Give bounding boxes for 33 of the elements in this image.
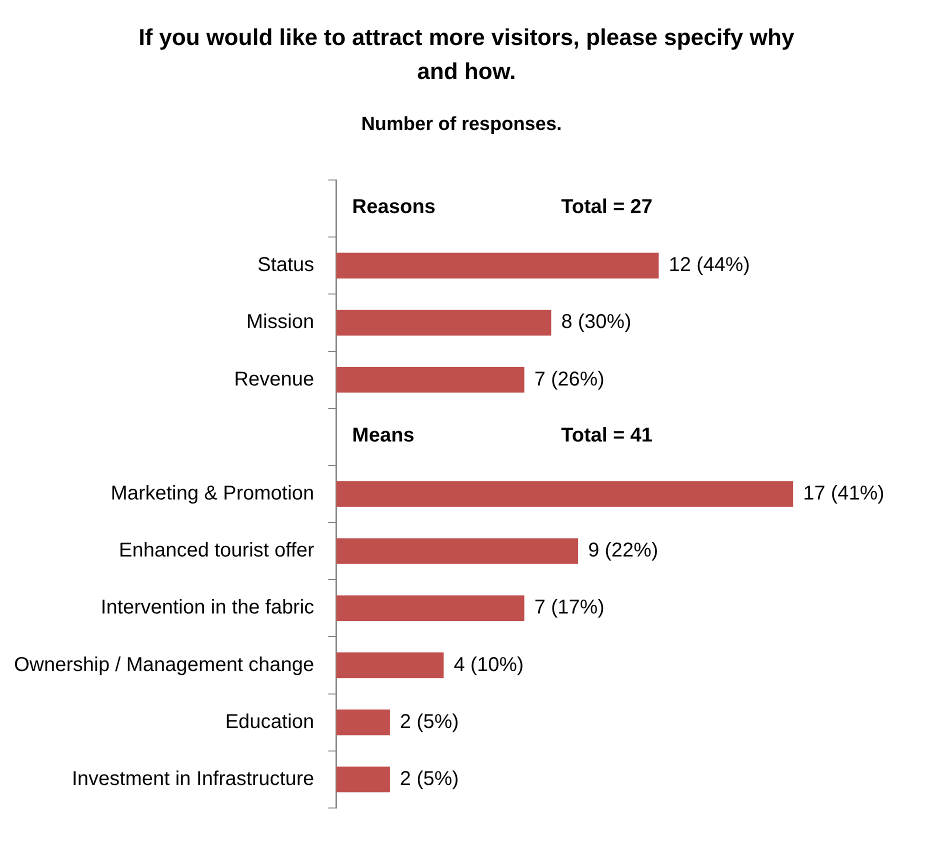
y-tick-label: Investment in Infrastructure — [72, 768, 314, 790]
y-tick-label: Marketing & Promotion — [110, 482, 314, 505]
y-tick-label: Education — [225, 710, 314, 733]
bar — [336, 766, 390, 792]
bar — [336, 252, 659, 278]
y-tick-label: Status — [257, 254, 314, 276]
annotation: Means — [352, 424, 414, 446]
y-tick-label: Ownership / Management change — [14, 654, 314, 676]
bar — [336, 481, 794, 507]
data-label: 2 (5%) — [400, 710, 459, 733]
bar — [336, 310, 552, 336]
data-label: 2 (5%) — [400, 768, 459, 790]
data-label: 12 (44%) — [668, 254, 750, 276]
y-tick-label: Mission — [246, 311, 314, 334]
data-label: 8 (30%) — [561, 311, 632, 334]
data-label: 17 (41%) — [803, 482, 884, 505]
chart-subtitle: Number of responses. — [360, 114, 563, 136]
y-tick-label: Enhanced tourist offer — [118, 540, 315, 562]
annotation: Total = 27 — [561, 196, 653, 218]
bar — [336, 366, 524, 393]
chart-title: If you would like to attract more visitors, please specify why and how. — [138, 23, 796, 86]
data-label: 7 (26%) — [534, 368, 604, 390]
data-label: 7 (17%) — [534, 596, 604, 619]
data-label: 9 (22%) — [588, 540, 658, 562]
bar — [336, 595, 524, 622]
y-tick-label: Intervention in the fabric — [100, 596, 314, 619]
bar — [336, 710, 390, 736]
annotation: Reasons — [352, 196, 436, 218]
y-tick-label: Revenue — [234, 368, 314, 390]
bar — [336, 538, 578, 564]
bar — [336, 652, 444, 678]
data-label: 4 (10%) — [454, 654, 524, 676]
annotation: Total = 41 — [561, 424, 653, 446]
